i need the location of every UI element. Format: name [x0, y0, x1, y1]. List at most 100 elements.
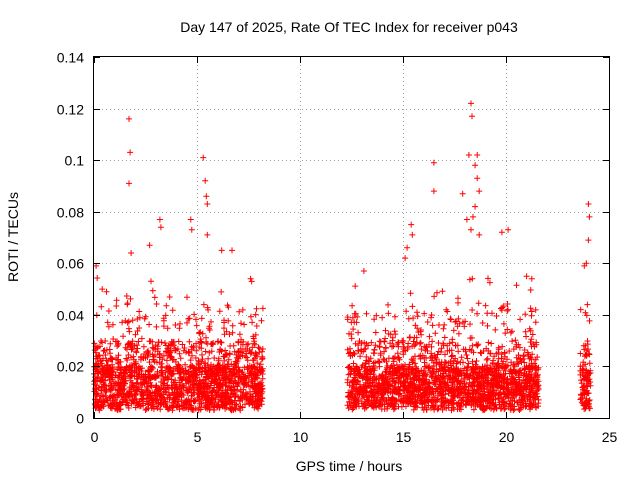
- data-point: [459, 190, 466, 197]
- data-point: [160, 315, 167, 322]
- data-point: [193, 347, 200, 354]
- data-point: [158, 385, 165, 392]
- data-point: [126, 180, 132, 187]
- data-point: [474, 342, 481, 349]
- data-point: [231, 377, 238, 384]
- data-point: [407, 290, 414, 297]
- data-point: [248, 372, 255, 379]
- data-point: [177, 355, 184, 362]
- data-point: [408, 221, 415, 228]
- data-point: [485, 339, 492, 346]
- data-point: [414, 309, 420, 316]
- data-point: [131, 361, 138, 368]
- data-point: [513, 282, 520, 289]
- data-point: [204, 402, 211, 409]
- data-point: [112, 382, 119, 389]
- data-point: [98, 387, 105, 394]
- data-point: [100, 355, 106, 362]
- data-point: [105, 371, 111, 378]
- data-point: [178, 376, 185, 383]
- data-point: [231, 370, 238, 377]
- data-point: [229, 365, 236, 372]
- data-point: [169, 307, 176, 314]
- data-point: [107, 364, 114, 371]
- data-point: [228, 387, 234, 394]
- data-point: [103, 288, 110, 295]
- data-point: [169, 404, 176, 411]
- data-point: [217, 339, 224, 345]
- data-point: [221, 371, 228, 378]
- data-point: [382, 335, 389, 342]
- data-point: [229, 322, 236, 329]
- data-point: [499, 343, 506, 350]
- data-point: [209, 396, 216, 403]
- x-tick-label: 5: [194, 429, 202, 445]
- data-point: [252, 311, 259, 318]
- data-point: [93, 390, 100, 397]
- data-point: [211, 355, 218, 361]
- data-point: [392, 313, 398, 320]
- data-point: [183, 370, 190, 377]
- data-point: [253, 389, 260, 396]
- data-point: [429, 322, 436, 329]
- y-tick-label: 0.1: [65, 153, 85, 169]
- data-point: [198, 382, 205, 389]
- data-point: [467, 321, 473, 328]
- data-point: [123, 355, 130, 362]
- data-point: [126, 115, 132, 122]
- data-point: [252, 350, 259, 357]
- data-point: [434, 289, 440, 296]
- data-point: [532, 319, 539, 326]
- data-point: [100, 376, 106, 383]
- data-point: [99, 392, 106, 399]
- data-point: [239, 352, 246, 359]
- data-point: [198, 388, 205, 395]
- data-point: [243, 354, 250, 361]
- data-point: [170, 396, 177, 403]
- data-point: [238, 336, 245, 343]
- data-point: [488, 340, 495, 347]
- data-point: [102, 338, 109, 344]
- data-point: [586, 213, 593, 220]
- data-point: [181, 371, 188, 377]
- data-point: [152, 346, 159, 353]
- data-point: [186, 315, 193, 322]
- chart-title: Day 147 of 2025, Rate Of TEC Index for r…: [180, 19, 518, 35]
- data-point: [124, 346, 130, 353]
- data-point: [174, 368, 181, 375]
- data-point: [577, 350, 584, 357]
- data-point: [208, 369, 214, 375]
- data-point: [522, 311, 529, 318]
- data-point: [144, 349, 151, 355]
- data-point: [200, 154, 207, 161]
- data-point: [238, 320, 244, 327]
- data-point: [409, 303, 416, 310]
- data-point: [169, 340, 176, 347]
- data-point: [527, 305, 534, 312]
- y-tick-label: 0.08: [57, 205, 84, 221]
- data-point: [124, 319, 131, 326]
- data-point: [176, 325, 183, 332]
- data-point: [147, 375, 154, 382]
- data-point: [256, 364, 263, 371]
- data-point: [165, 375, 171, 382]
- data-point: [218, 402, 225, 408]
- data-point: [205, 394, 212, 401]
- data-point: [167, 370, 174, 376]
- data-point: [255, 344, 262, 351]
- data-point: [583, 312, 590, 319]
- data-point: [175, 362, 182, 369]
- data-point: [239, 341, 246, 348]
- data-point: [138, 374, 145, 381]
- x-axis-label: GPS time / hours: [296, 458, 403, 474]
- data-point: [479, 320, 486, 326]
- data-point: [474, 175, 481, 182]
- data-point: [472, 162, 479, 169]
- data-point: [257, 397, 264, 404]
- data-point: [585, 237, 592, 244]
- data-point: [158, 394, 165, 401]
- data-point: [134, 402, 141, 409]
- data-point: [154, 405, 161, 412]
- data-point: [349, 302, 356, 309]
- data-point: [184, 319, 190, 326]
